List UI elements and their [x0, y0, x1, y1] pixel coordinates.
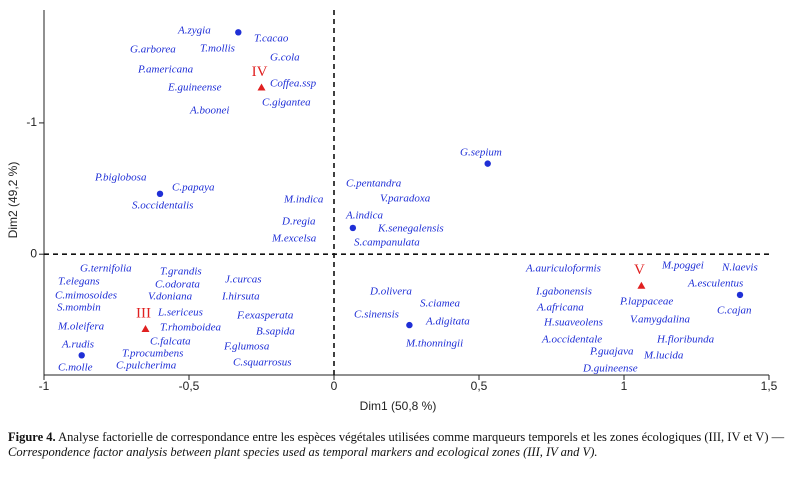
species-label: S.occidentalis	[132, 200, 193, 212]
species-label: P.americana	[137, 64, 194, 76]
species-label: M.lucida	[643, 350, 684, 362]
species-label: E.guineense	[167, 82, 222, 94]
x-tick-label: 1,5	[761, 379, 778, 393]
species-label: F.exasperata	[236, 310, 294, 322]
caption-french: Analyse factorielle de correspondance en…	[58, 430, 785, 444]
species-label: N.laevis	[721, 262, 758, 274]
species-label: H.suaveolens	[543, 317, 603, 329]
y-tick-label: 0	[30, 246, 37, 260]
species-label: A.occidentale	[541, 334, 602, 346]
species-label: I.gabonensis	[535, 286, 592, 298]
species-label: F.glumosa	[223, 341, 270, 353]
species-label: V.paradoxa	[380, 193, 431, 205]
species-label: C.squarrosus	[233, 357, 292, 369]
species-label: C.pentandra	[346, 178, 402, 190]
species-label: C.cajan	[717, 305, 752, 317]
species-label: L.sericeus	[157, 307, 203, 319]
species-label: P.biglobosa	[94, 172, 147, 184]
group-point	[406, 321, 413, 329]
caption-label: Figure 4.	[8, 430, 56, 444]
species-label: H.floribunda	[656, 334, 715, 346]
species-label: T.grandis	[160, 266, 202, 278]
species-label: S.mombin	[57, 302, 101, 314]
species-label: A.indica	[345, 210, 383, 222]
species-label: C.pulcherima	[116, 360, 177, 372]
x-tick-label: -0,5	[179, 379, 200, 393]
species-label: P.lappaceae	[619, 296, 673, 308]
group-point	[156, 190, 164, 198]
species-label: C.gigantea	[262, 97, 311, 109]
species-label: G.sepium	[460, 147, 502, 159]
species-label: C.molle	[58, 362, 93, 374]
x-axis-label: Dim1 (50,8 %)	[360, 399, 437, 413]
species-label: M.poggei	[661, 260, 704, 272]
species-label: I.hirsuta	[221, 291, 260, 303]
species-label: V.doniana	[148, 291, 193, 303]
species-label: A.boonei	[189, 105, 229, 117]
species-label: D.guineense	[582, 363, 638, 375]
group-point	[484, 160, 491, 167]
y-axis-label: Dim2 (49,2 %)	[6, 162, 20, 239]
species-label: M.excelsa	[271, 233, 317, 245]
y-tick-label: -1	[26, 115, 37, 129]
x-tick-label: 0	[331, 379, 338, 393]
zone-marker	[141, 325, 150, 333]
species-label: G.ternifolia	[80, 263, 132, 275]
species-label: J.curcas	[225, 274, 262, 286]
species-label: B.sapida	[256, 326, 295, 338]
caption-english: Correspondence factor analysis between p…	[8, 445, 598, 459]
species-label: A.esculentus	[687, 278, 743, 290]
species-label: A.africana	[536, 302, 584, 314]
group-point	[235, 29, 242, 36]
species-label: G.cola	[270, 52, 300, 64]
x-tick-label: 1	[621, 379, 628, 393]
species-label: A.zygia	[177, 25, 211, 37]
species-label: D.regia	[281, 216, 316, 228]
species-label: A.auriculoformis	[525, 263, 601, 275]
group-point	[736, 291, 744, 299]
species-label: C.falcata	[150, 336, 191, 348]
species-label: T.mollis	[200, 43, 235, 55]
species-label: G.arborea	[130, 44, 176, 56]
species-label: C.papaya	[172, 182, 215, 194]
species-label: C.sinensis	[354, 309, 399, 321]
species-label: Coffea.ssp	[270, 78, 317, 90]
zone-marker	[637, 281, 646, 289]
species-label: D.olivera	[369, 286, 412, 298]
species-label: S.campanulata	[354, 237, 420, 249]
x-tick-label: -1	[39, 379, 50, 393]
species-label: C.odorata	[155, 279, 200, 291]
species-label: S.ciamea	[420, 298, 461, 310]
species-label: V.amygdalina	[630, 314, 690, 326]
species-label: T.elegans	[58, 276, 100, 288]
species-label: M.oleifera	[57, 321, 105, 333]
zone-label: V	[634, 262, 645, 278]
group-point	[349, 224, 357, 232]
species-label: A.digitata	[425, 316, 470, 328]
zone-label: IV	[252, 64, 268, 80]
chart: Dim1 (50,8 %) Dim2 (49,2 %) -1 -0,5 0 0,5 1 1…	[6, 10, 778, 413]
species-label: M.thonningii	[405, 338, 463, 350]
zone-label: III	[136, 305, 151, 321]
species-label: P.guajava	[589, 346, 634, 358]
x-tick-label: 0,5	[471, 379, 488, 393]
species-label: A.rudis	[61, 339, 94, 351]
zone-marker	[257, 83, 266, 91]
species-label: T.cacao	[254, 33, 289, 45]
species-label: K.senegalensis	[377, 223, 444, 235]
group-point	[78, 352, 85, 359]
species-label: T.procumbens	[122, 348, 183, 360]
species-label: M.indica	[283, 194, 324, 206]
caption: Figure 4. Analyse factorielle de corresp…	[8, 430, 793, 460]
species-label: C.mimosoides	[55, 290, 117, 302]
species-label: T.rhomboidea	[160, 322, 222, 334]
